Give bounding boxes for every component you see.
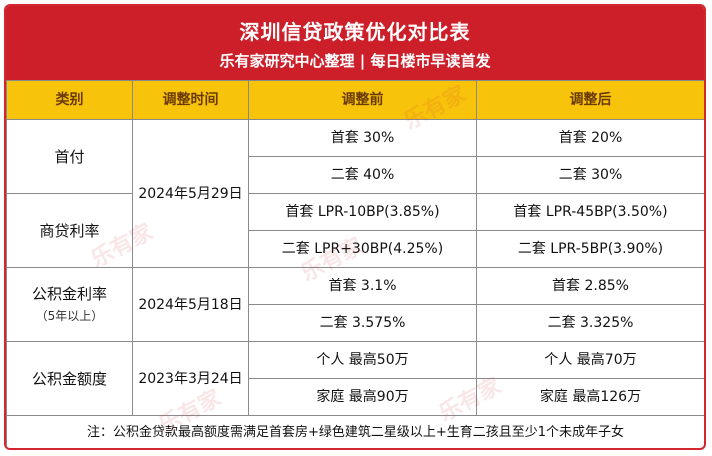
table-row: 二套 3.575% 二套 3.325% [7, 304, 704, 342]
comparison-table: 类别 调整时间 调整前 调整后 首付 2024年5月29日 首套 30% 首套 … [6, 80, 704, 448]
category-commercial-rate: 商贷利率 [6, 193, 133, 268]
category-label: 公积金利率 [31, 284, 107, 303]
column-header-category: 类别 [6, 80, 133, 120]
before-cell: 个人 最高50万 [248, 341, 477, 379]
category-down-payment: 首付 [6, 119, 133, 194]
after-cell: 二套 30% [476, 156, 704, 194]
table-subtitle: 乐有家研究中心整理 | 每日楼市早读首发 [219, 52, 491, 70]
after-cell: 首套 2.85% [476, 267, 704, 305]
table-header-banner: 深圳信贷政策优化对比表 乐有家研究中心整理 | 每日楼市早读首发 [6, 6, 704, 80]
before-cell: 家庭 最高90万 [248, 378, 477, 416]
before-cell: 首套 3.1% [248, 267, 477, 305]
policy-table-card: 深圳信贷政策优化对比表 乐有家研究中心整理 | 每日楼市早读首发 类别 调整时间… [4, 4, 706, 450]
date-cell: 2024年5月29日 [132, 119, 249, 268]
table-row: 公积金利率 （5年以上） 2024年5月18日 首套 3.1% 首套 2.85% [6, 267, 704, 342]
after-cell: 个人 最高70万 [476, 341, 704, 379]
category-fund-rate: 公积金利率 （5年以上） [6, 267, 133, 342]
table-row: 家庭 最高90万 家庭 最高126万 [7, 378, 704, 416]
table-footnote: 注：公积金贷款最高额度需满足首套房+绿色建筑二星级以上+生育二孩且至少1个未成年… [6, 415, 704, 448]
date-cell: 2024年5月18日 [132, 267, 249, 342]
before-cell: 二套 LPR+30BP(4.25%) [248, 230, 477, 268]
after-cell: 家庭 最高126万 [476, 378, 704, 416]
category-sublabel: （5年以上） [35, 308, 104, 323]
table-row: 二套 LPR+30BP(4.25%) 二套 LPR-5BP(3.90%) [7, 230, 704, 268]
after-cell: 二套 3.325% [476, 304, 704, 342]
table-row: 二套 40% 二套 30% [7, 156, 704, 194]
column-header-after: 调整后 [476, 80, 704, 120]
table-row: 首付 2024年5月29日 首套 30% 首套 20% [6, 119, 704, 268]
after-cell: 首套 LPR-45BP(3.50%) [476, 193, 704, 231]
before-cell: 二套 40% [248, 156, 477, 194]
table-row: 公积金额度 2023年3月24日 个人 最高50万 个人 最高70万 [6, 341, 704, 416]
before-cell: 首套 LPR-10BP(3.85%) [248, 193, 477, 231]
before-cell: 二套 3.575% [248, 304, 477, 342]
after-cell: 首套 20% [476, 119, 704, 157]
column-header-before: 调整前 [248, 80, 477, 120]
date-cell: 2023年3月24日 [132, 341, 249, 416]
after-cell: 二套 LPR-5BP(3.90%) [476, 230, 704, 268]
before-cell: 首套 30% [248, 119, 477, 157]
column-header-date: 调整时间 [132, 80, 249, 120]
table-title: 深圳信贷政策优化对比表 [239, 20, 471, 44]
table-row: 商贷利率 首套 LPR-10BP(3.85%) 首套 LPR-45BP(3.50… [6, 193, 704, 268]
category-fund-limit: 公积金额度 [6, 341, 133, 416]
